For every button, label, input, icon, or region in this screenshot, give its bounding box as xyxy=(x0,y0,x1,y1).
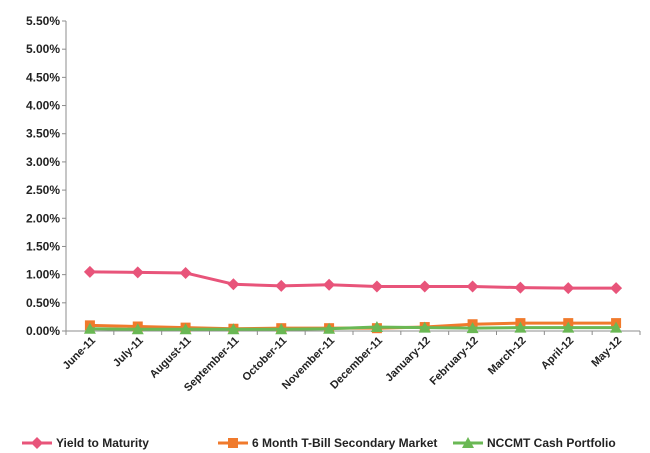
series-line xyxy=(89,325,617,331)
data-point-triangle xyxy=(227,323,240,335)
x-tick-label: January-12 xyxy=(383,335,433,385)
data-point-triangle xyxy=(275,323,288,335)
data-point-triangle xyxy=(83,322,96,334)
data-point-triangle xyxy=(370,321,383,333)
data-point-triangle xyxy=(323,322,336,334)
data-point-diamond xyxy=(610,282,623,295)
data-point-triangle xyxy=(418,321,431,333)
legend-label: NCCMT Cash Portfolio xyxy=(487,436,616,450)
x-tick-label: February-12 xyxy=(428,335,481,388)
data-point-triangle xyxy=(179,323,192,335)
x-tick-label: March-12 xyxy=(486,335,529,378)
data-point-diamond xyxy=(370,280,383,293)
y-axis-ticks: 0.00% 0.50% 1.00% 1.50% 2.00% 2.50% 3.00% 3.50%… xyxy=(26,14,66,338)
legend-label: Yield to Maturity xyxy=(56,436,149,450)
y-tick-label: 1.50% xyxy=(26,239,60,253)
legend-entry: 6 Month T-Bill Secondary Market xyxy=(218,436,437,450)
legend: Yield to Maturity 6 Month T-Bill Secondar… xyxy=(22,436,616,450)
x-tick-label: April-12 xyxy=(539,335,576,372)
y-tick-label: 0.50% xyxy=(26,296,60,310)
x-tick-label: June-11 xyxy=(61,335,98,372)
data-point-diamond xyxy=(514,281,527,294)
data-point-triangle xyxy=(131,323,144,335)
x-tick-label: May-12 xyxy=(589,335,624,370)
y-tick-label: 4.00% xyxy=(26,99,60,113)
x-axis-ticks: June-11 July-11 August-11September-11Octob… xyxy=(61,331,641,394)
data-point-diamond xyxy=(275,279,288,292)
y-tick-label: 4.50% xyxy=(26,70,60,84)
data-point-diamond xyxy=(179,266,192,279)
data-point-triangle xyxy=(462,437,474,448)
data-point-triangle xyxy=(610,321,623,333)
data-point-triangle xyxy=(466,322,479,334)
data-point-diamond xyxy=(418,280,431,293)
data-point-triangle xyxy=(514,321,527,333)
x-tick-label: August-11 xyxy=(148,335,194,381)
data-point-diamond xyxy=(466,280,479,293)
data-point-diamond xyxy=(323,278,336,291)
y-tick-label: 1.00% xyxy=(26,268,60,282)
legend-entry: Yield to Maturity xyxy=(22,436,149,450)
series-1 xyxy=(83,265,623,295)
legend-label: 6 Month T-Bill Secondary Market xyxy=(252,436,437,450)
series-3 xyxy=(83,321,623,335)
y-tick-label: 3.50% xyxy=(26,127,60,141)
legend-entry: NCCMT Cash Portfolio xyxy=(453,436,616,450)
data-point-diamond xyxy=(31,437,43,449)
x-tick-label: July-11 xyxy=(111,335,146,370)
y-tick-label: 5.00% xyxy=(26,42,60,56)
data-point-diamond xyxy=(227,278,240,291)
y-tick-label: 5.50% xyxy=(26,14,60,28)
data-point-diamond xyxy=(131,266,144,279)
data-point-diamond xyxy=(562,282,575,295)
y-tick-label: 2.50% xyxy=(26,183,60,197)
data-point-square xyxy=(228,438,238,448)
data-point-triangle xyxy=(562,321,575,333)
series-layer xyxy=(83,265,623,335)
y-tick-label: 3.00% xyxy=(26,155,60,169)
x-tick-label: October-11 xyxy=(240,335,289,384)
series-line xyxy=(89,270,617,290)
y-tick-label: 2.00% xyxy=(26,211,60,225)
y-tick-label: 0.00% xyxy=(26,324,60,338)
data-point-diamond xyxy=(83,265,96,278)
